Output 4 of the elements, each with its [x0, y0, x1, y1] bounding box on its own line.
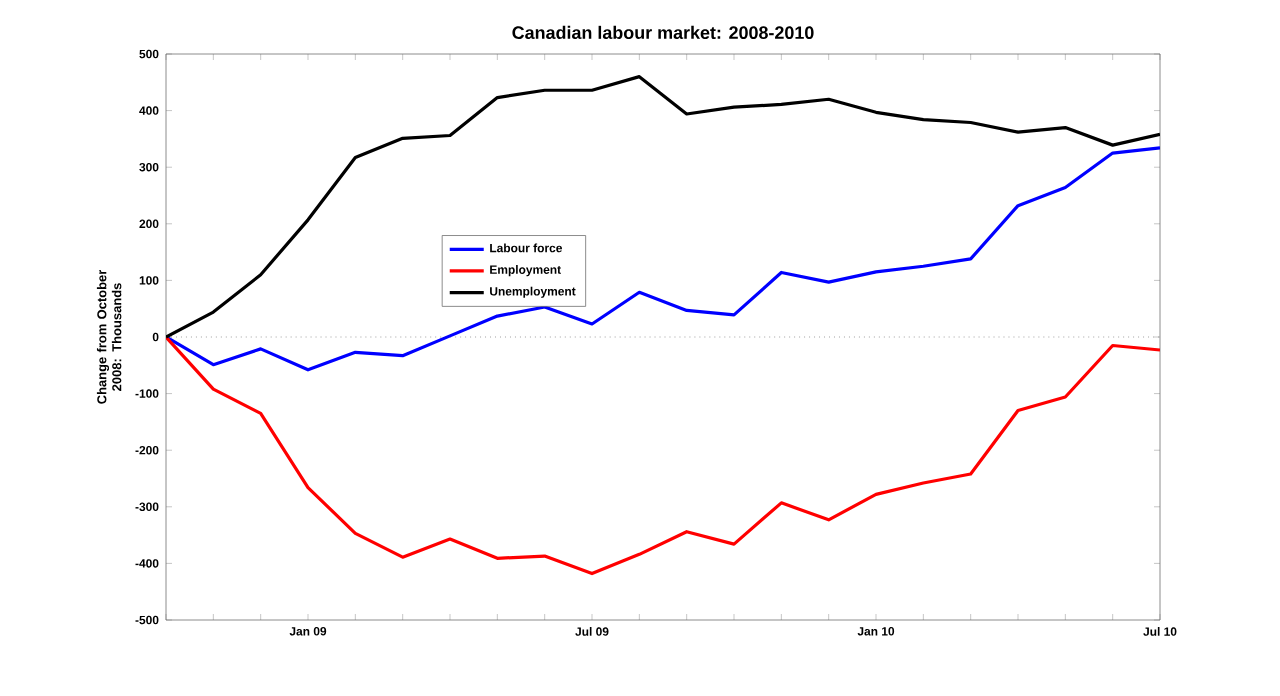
line-series [166, 75, 1161, 339]
line-series [166, 335, 1161, 576]
chart-title: Canadian labour market: 2008-2010 [512, 25, 814, 40]
line-series [166, 146, 1161, 372]
